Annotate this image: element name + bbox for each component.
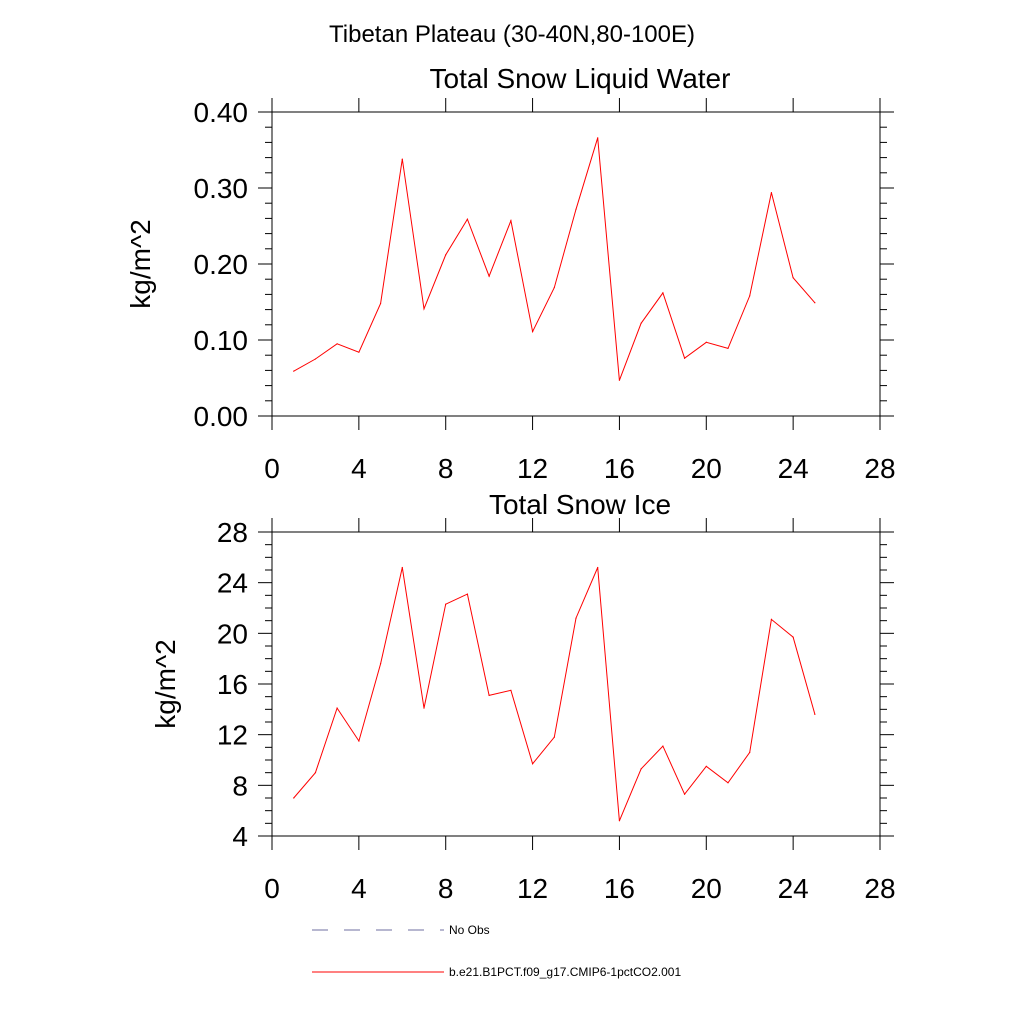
plot-frame xyxy=(271,111,881,417)
y-tick-label: 12 xyxy=(217,720,248,751)
data-point xyxy=(379,302,382,305)
data-point xyxy=(618,379,621,381)
data-point xyxy=(749,295,751,297)
x-tick-label: 4 xyxy=(351,873,367,904)
data-point xyxy=(314,772,317,774)
x-tick-label: 24 xyxy=(778,873,809,904)
chart-title: Total Snow Liquid Water xyxy=(430,63,731,94)
data-point xyxy=(683,793,686,795)
data-point xyxy=(488,275,490,277)
series-line xyxy=(293,137,816,381)
data-point xyxy=(314,358,317,360)
data-point xyxy=(293,370,295,372)
data-point xyxy=(792,277,794,279)
y-tick-label: 0.30 xyxy=(194,173,249,204)
data-point xyxy=(423,707,425,709)
data-point xyxy=(553,736,555,738)
x-tick-label: 28 xyxy=(864,873,895,904)
data-point xyxy=(640,322,642,324)
x-tick-label: 12 xyxy=(517,453,548,484)
data-point xyxy=(445,254,447,256)
chart-panel-snow-liquid-water: Total Snow Liquid Water 0 4 8 12 16 20 24 28 0.00… xyxy=(125,63,896,484)
data-point xyxy=(358,351,360,353)
y-axis-label: kg/m^2 xyxy=(125,219,156,308)
y-tick-label: 20 xyxy=(217,618,248,649)
y-tick-label: 0.10 xyxy=(194,325,249,356)
y-tick-label: 8 xyxy=(232,770,248,801)
data-point xyxy=(575,617,577,619)
y-axis-label: kg/m^2 xyxy=(150,639,181,728)
data-point xyxy=(510,689,512,691)
data-point xyxy=(531,331,534,333)
chart-title: Total Snow Ice xyxy=(489,489,671,520)
legend-label-no-obs: No Obs xyxy=(449,923,490,937)
data-point xyxy=(466,593,469,595)
data-point xyxy=(336,343,338,345)
y-tick-label: 0.00 xyxy=(194,401,249,432)
legend-label-model: b.e21.B1PCT.f09_g17.CMIP6-1pctCO2.001 xyxy=(449,965,681,979)
data-point xyxy=(379,663,382,665)
x-tick-label: 20 xyxy=(691,873,722,904)
data-point xyxy=(727,347,729,349)
plot-frame xyxy=(271,531,881,837)
x-tick-label: 16 xyxy=(604,873,635,904)
data-point xyxy=(358,740,360,742)
data-point xyxy=(445,603,447,605)
figure-title: Tibetan Plateau (30-40N,80-100E) xyxy=(329,21,695,48)
y-tick-label: 4 xyxy=(232,821,248,852)
data-point xyxy=(705,765,707,767)
y-tick-label: 0.20 xyxy=(194,249,249,280)
x-tick-label: 16 xyxy=(604,453,635,484)
x-tick-label: 24 xyxy=(778,453,809,484)
data-point xyxy=(792,636,794,638)
data-point xyxy=(727,782,729,784)
data-point xyxy=(814,713,816,716)
data-point xyxy=(597,566,599,569)
x-tick-label: 20 xyxy=(691,453,722,484)
data-point xyxy=(662,745,664,747)
y-tick-label: 28 xyxy=(217,517,248,548)
data-point xyxy=(488,694,490,697)
x-tick-label: 0 xyxy=(264,873,280,904)
data-point xyxy=(466,218,469,220)
y-tick-label: 16 xyxy=(217,669,248,700)
data-point xyxy=(293,797,295,799)
data-point xyxy=(749,751,751,754)
data-point xyxy=(423,308,425,310)
data-point xyxy=(640,768,642,770)
data-point xyxy=(553,286,555,289)
data-point xyxy=(618,820,621,822)
x-tick-label: 0 xyxy=(264,453,280,484)
data-point xyxy=(401,158,403,160)
x-tick-label: 12 xyxy=(517,873,548,904)
y-tick-label: 0.40 xyxy=(194,97,249,128)
x-tick-label: 28 xyxy=(864,453,895,484)
data-point xyxy=(510,220,512,222)
data-point xyxy=(531,763,534,765)
data-point xyxy=(814,302,816,304)
x-tick-label: 4 xyxy=(351,453,367,484)
data-point xyxy=(597,137,599,139)
data-point xyxy=(401,566,403,569)
data-point xyxy=(683,357,686,359)
data-point xyxy=(770,191,773,194)
legend: No Obs b.e21.B1PCT.f09_g17.CMIP6-1pctCO2… xyxy=(312,923,681,979)
data-point xyxy=(705,341,707,343)
y-tick-label: 24 xyxy=(217,568,248,599)
x-tick-label: 8 xyxy=(438,873,454,904)
data-point xyxy=(662,292,664,294)
data-point xyxy=(575,208,577,210)
data-point xyxy=(336,707,338,709)
data-point xyxy=(770,618,773,621)
x-tick-label: 8 xyxy=(438,453,454,484)
series-line xyxy=(293,567,816,821)
